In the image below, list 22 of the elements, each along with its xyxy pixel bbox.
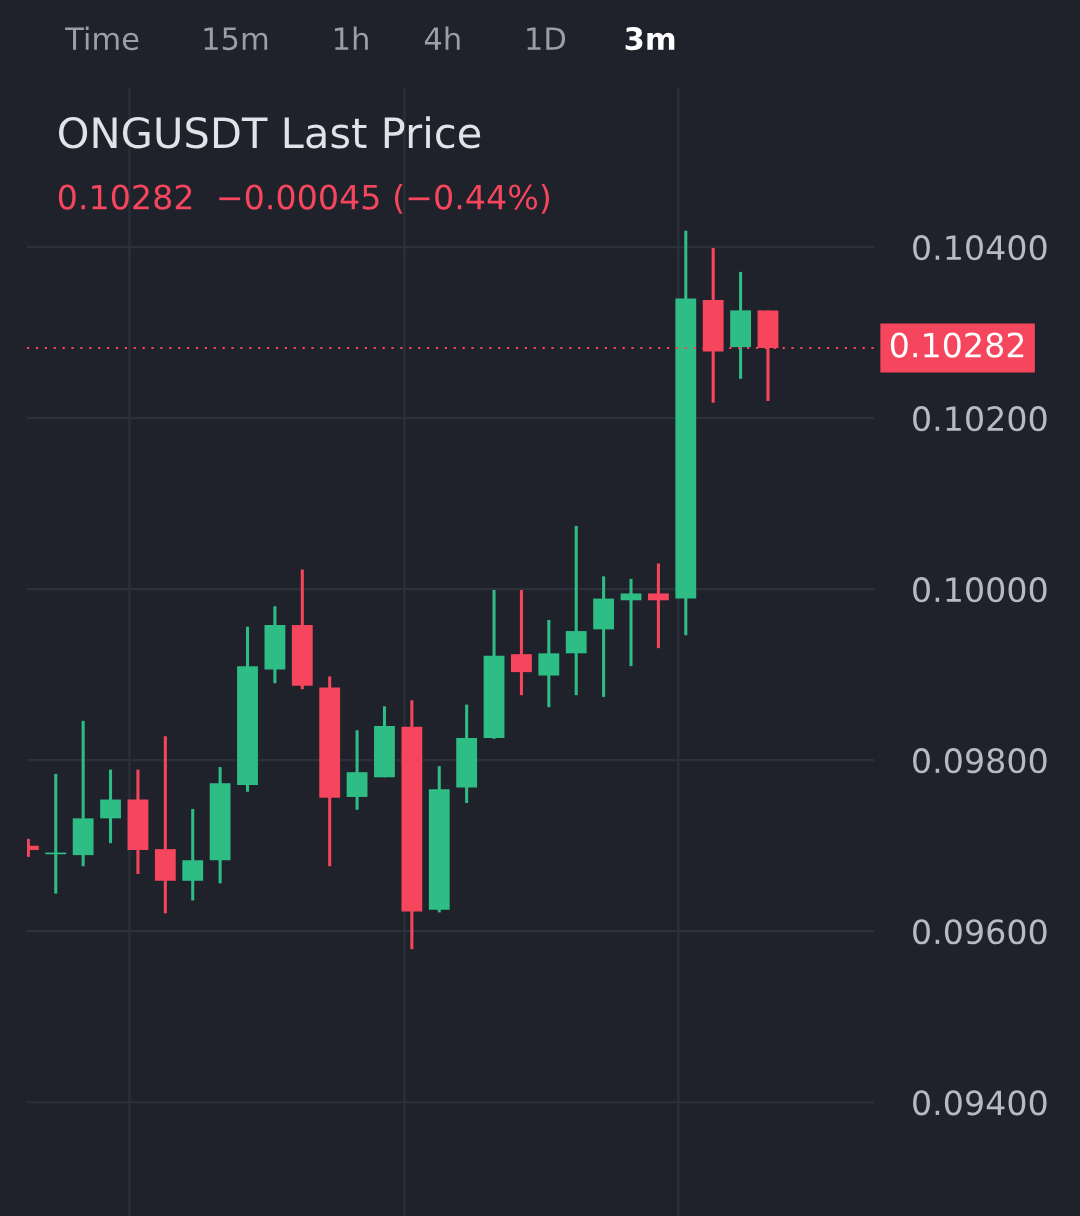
y-tick-label: 0.10400 <box>913 235 1047 261</box>
candlestick <box>565 524 587 697</box>
y-tick-label: 0.10200 <box>913 406 1047 432</box>
candlestick <box>182 807 204 901</box>
text: 1D <box>527 27 566 50</box>
candlestick <box>647 563 669 650</box>
text: 4h <box>424 26 460 50</box>
text: 3m <box>625 27 675 51</box>
candlestick <box>100 769 121 845</box>
candlestick <box>538 618 560 709</box>
y-tick-label: 0.09400 <box>913 1090 1047 1116</box>
text: ONGUSDT Last Price <box>59 116 481 149</box>
text: 0.10282 −0.00045 (−0.44%) <box>58 183 550 214</box>
y-tick-label: 0.10000 <box>913 577 1047 603</box>
candlestick <box>511 590 532 697</box>
y-tick-label: 0.09600 <box>913 919 1047 945</box>
ref-line-label: 0.10282 <box>890 332 1024 358</box>
text: 15m <box>204 27 268 51</box>
text: Time <box>65 26 139 51</box>
candlestick <box>620 577 642 668</box>
y-tick-label: 0.09800 <box>913 748 1047 774</box>
text: 1h <box>334 26 368 50</box>
